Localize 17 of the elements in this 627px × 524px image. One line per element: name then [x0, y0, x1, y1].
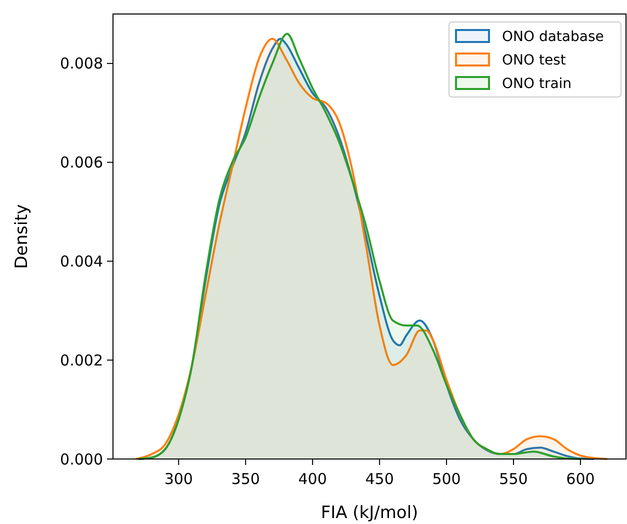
x-tick-label: 550: [499, 470, 528, 488]
legend-label: ONO test: [502, 52, 566, 68]
x-tick-label: 300: [164, 470, 193, 488]
legend-label: ONO train: [502, 76, 572, 92]
x-tick-label: 600: [566, 470, 595, 488]
y-tick-label: 0.000: [60, 450, 103, 468]
x-tick-label: 450: [365, 470, 394, 488]
x-tick-label: 400: [298, 470, 327, 488]
y-tick-label: 0.008: [60, 54, 103, 73]
y-axis-title: Density: [12, 204, 32, 269]
x-tick-label: 500: [432, 470, 461, 488]
legend-label: ONO database: [502, 28, 604, 45]
x-axis-title: FIA (kJ/mol): [320, 503, 418, 523]
y-tick-label: 0.006: [60, 154, 103, 172]
y-tick-label: 0.004: [60, 252, 103, 270]
y-tick-label: 0.002: [60, 351, 103, 370]
x-tick-label: 350: [231, 470, 260, 488]
